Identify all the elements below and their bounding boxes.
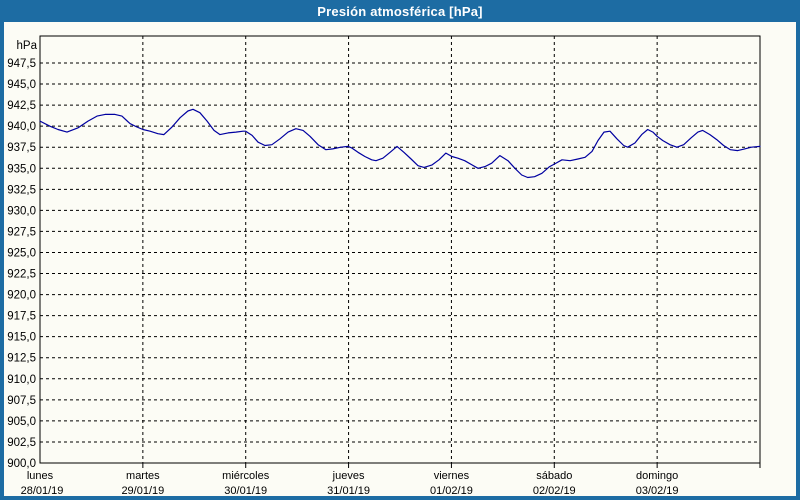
y-tick-label: 927,5	[7, 226, 36, 238]
y-tick-label: 942,5	[7, 100, 36, 112]
y-tick-label: 940,0	[7, 121, 36, 133]
day-name-label: viernes	[434, 470, 470, 482]
y-tick-label: 915,0	[7, 332, 36, 344]
day-date-label: 31/01/19	[327, 485, 370, 496]
day-date-label: 28/01/19	[21, 485, 64, 496]
day-name-label: lunes	[27, 470, 54, 482]
y-tick-label: 932,5	[7, 184, 36, 196]
y-tick-label: 905,0	[7, 416, 36, 428]
y-tick-label: 902,5	[7, 437, 36, 449]
x-grid-and-ticks	[142, 36, 761, 468]
day-name-label: sábado	[536, 470, 572, 482]
day-name-label: miércoles	[222, 470, 270, 482]
x-axis-labels: lunes 28/01/19 martes 29/01/19 miércoles 30/0…	[21, 470, 679, 496]
pressure-chart: 947,5 945,0 942,5 940,0 937,5 935,0 932,5 930,0…	[7, 35, 761, 496]
y-tick-label: 900,0	[7, 458, 36, 470]
day-name-label: martes	[126, 470, 160, 482]
y-tick-label: 907,5	[7, 395, 36, 407]
y-axis-unit-label: hPa	[17, 40, 38, 52]
day-date-label: 03/02/19	[636, 485, 679, 496]
pressure-line	[39, 108, 761, 179]
day-name-label: domingo	[636, 470, 678, 482]
day-date-label: 01/02/19	[430, 485, 473, 496]
plot-border	[39, 35, 761, 464]
y-tick-label: 937,5	[7, 142, 36, 154]
chart-area: 947,5 945,0 942,5 940,0 937,5 935,0 932,5 930,0…	[4, 22, 796, 496]
y-grid-and-labels: 947,5 945,0 942,5 940,0 937,5 935,0 932,5 930,0…	[7, 58, 760, 470]
y-tick-label: 910,0	[7, 374, 36, 386]
y-tick-label: 922,5	[7, 269, 36, 281]
y-tick-label: 920,0	[7, 290, 36, 302]
window-title: Presión atmosférica [hPa]	[317, 3, 483, 19]
y-tick-label: 935,0	[7, 163, 36, 175]
y-tick-label: 947,5	[7, 58, 36, 70]
day-name-label: jueves	[332, 470, 365, 482]
y-tick-label: 917,5	[7, 311, 36, 323]
window-titlebar: Presión atmosférica [hPa]	[0, 0, 800, 22]
y-tick-label: 930,0	[7, 205, 36, 217]
day-date-label: 29/01/19	[121, 485, 164, 496]
day-date-label: 02/02/19	[533, 485, 576, 496]
y-tick-label: 912,5	[7, 353, 36, 365]
day-date-label: 30/01/19	[224, 485, 267, 496]
y-tick-label: 925,0	[7, 247, 36, 259]
y-tick-label: 945,0	[7, 79, 36, 91]
